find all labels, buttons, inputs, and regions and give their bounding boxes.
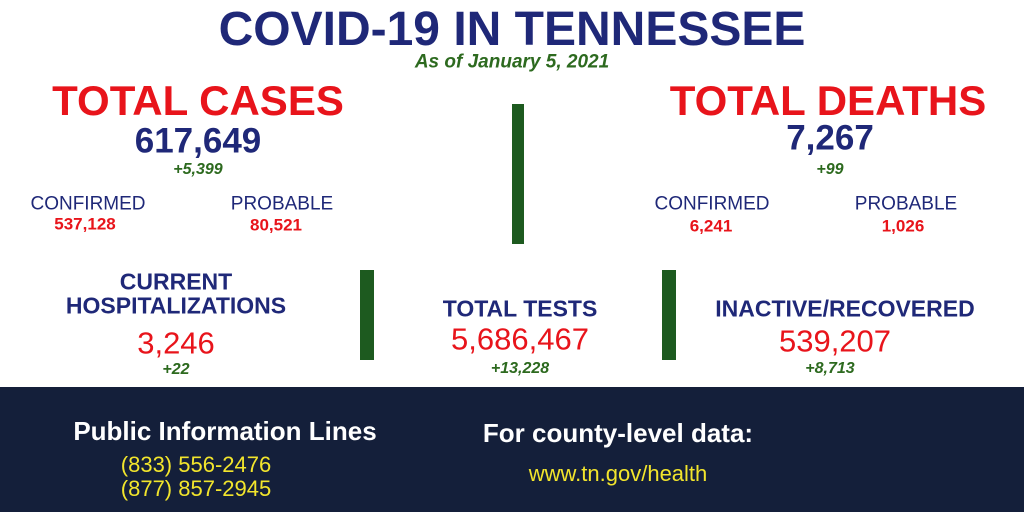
deaths-confirmed-label: CONFIRMED [654, 193, 770, 215]
cases-confirmed-label: CONFIRMED [30, 193, 146, 215]
hosp-label: CURRENT [119, 268, 233, 295]
hosp-change: +22 [162, 361, 190, 378]
tests-value: 5,686,467 [451, 321, 589, 357]
cases-probable-value: 80,521 [250, 215, 302, 235]
deaths-probable-label: PROBABLE [854, 193, 958, 215]
hosp-label: HOSPITALIZATIONS [65, 292, 287, 319]
title: COVID-19 IN TENNESSEE [218, 3, 806, 56]
county-title: For county-level data: [482, 418, 754, 448]
cases-change: +5,399 [173, 161, 223, 178]
deaths-probable-value: 1,026 [881, 216, 925, 236]
phone: (877) 857-2945 [120, 476, 272, 501]
cases-probable-label: PROBABLE [230, 193, 334, 215]
tests-label: TOTAL TESTS [442, 295, 598, 322]
deaths-label: TOTAL DEATHS [669, 77, 987, 124]
recovered-change: +8,713 [805, 360, 855, 377]
hosp-value: 3,246 [137, 325, 215, 361]
tests-change: +13,228 [490, 360, 550, 377]
footer: Public Information Lines (833) 556-2476 … [0, 387, 1024, 512]
cases-value: 617,649 [134, 121, 262, 161]
subtitle: As of January 5, 2021 [414, 51, 610, 73]
deaths-value: 7,267 [786, 118, 874, 158]
cases-confirmed-value: 537,128 [54, 214, 116, 234]
deaths-confirmed-value: 6,241 [689, 216, 733, 236]
cases-label: TOTAL CASES [52, 77, 344, 124]
divider [512, 104, 524, 244]
recovered-value: 539,207 [778, 323, 892, 359]
divider [662, 270, 676, 360]
deaths-change: +99 [816, 161, 844, 178]
recovered-label: INACTIVE/RECOVERED [715, 295, 975, 322]
info-title: Public Information Lines [73, 416, 377, 446]
url: www.tn.gov/health [528, 461, 708, 486]
divider [360, 270, 374, 360]
phone: (833) 556-2476 [120, 452, 272, 477]
